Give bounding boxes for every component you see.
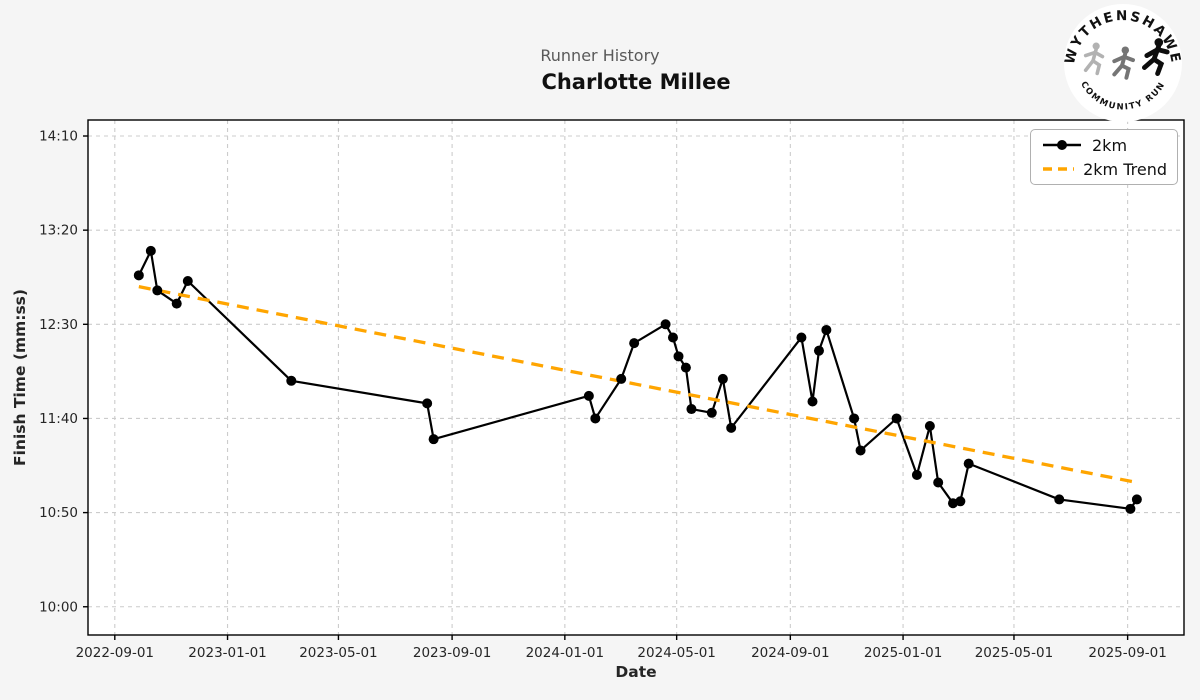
data-point bbox=[796, 332, 807, 343]
runner-icon bbox=[1112, 46, 1135, 80]
data-point bbox=[590, 413, 601, 424]
legend-label-2km-trend: 2km Trend bbox=[1083, 159, 1167, 179]
data-point bbox=[616, 373, 627, 384]
chart-legend: 2km 2km Trend bbox=[1030, 129, 1178, 185]
tick-marks bbox=[83, 135, 1129, 640]
dashed-line-icon bbox=[1043, 167, 1075, 171]
legend-label-2km: 2km bbox=[1092, 135, 1128, 155]
solid-line-marker-icon bbox=[1043, 140, 1081, 150]
data-point bbox=[667, 332, 678, 343]
y-tick-label: 10:00 bbox=[39, 599, 78, 615]
data-point bbox=[1131, 494, 1142, 505]
x-tick-label: 2024-05-01 bbox=[637, 645, 715, 661]
data-point bbox=[422, 398, 433, 409]
data-point bbox=[182, 275, 193, 286]
x-tick-label: 2023-09-01 bbox=[413, 645, 491, 661]
y-tick-label: 14:10 bbox=[39, 129, 78, 145]
y-axis-label: Finish Time (mm:ss) bbox=[11, 289, 29, 466]
wythenshawe-community-run-logo: WYTHENSHAWE COMMUNITY RUN bbox=[1062, 4, 1182, 122]
data-point bbox=[686, 404, 697, 415]
data-point bbox=[680, 362, 691, 373]
data-point bbox=[706, 407, 717, 418]
data-point bbox=[717, 373, 728, 384]
data-point bbox=[583, 390, 594, 401]
data-point bbox=[911, 469, 922, 480]
data-point bbox=[955, 496, 966, 507]
data-point bbox=[933, 477, 944, 488]
data-point bbox=[660, 319, 671, 330]
x-tick-label: 2022-09-01 bbox=[76, 645, 154, 661]
x-tick-label: 2023-05-01 bbox=[299, 645, 377, 661]
x-tick-label: 2023-01-01 bbox=[188, 645, 266, 661]
series-2km-trend-line bbox=[138, 285, 1138, 485]
data-point bbox=[673, 351, 684, 362]
tick-labels: 2022-09-01 2023-01-01 2023-05-01 2023-09-01… bbox=[39, 129, 1167, 661]
y-tick-label: 12:30 bbox=[39, 317, 78, 333]
data-point bbox=[849, 413, 860, 424]
data-point bbox=[1125, 503, 1136, 514]
data-point bbox=[855, 445, 866, 456]
plot-area bbox=[88, 120, 1184, 635]
x-tick-label: 2025-09-01 bbox=[1088, 645, 1166, 661]
data-point bbox=[428, 434, 439, 445]
y-tick-label: 11:40 bbox=[39, 411, 78, 427]
data-point bbox=[924, 420, 935, 431]
data-point bbox=[152, 285, 163, 296]
data-point bbox=[726, 422, 737, 433]
legend-entry-2km: 2km bbox=[1041, 136, 1167, 155]
x-tick-label: 2025-05-01 bbox=[975, 645, 1053, 661]
axes-box bbox=[87, 119, 1185, 636]
data-point bbox=[1054, 494, 1065, 505]
x-tick-label: 2024-09-01 bbox=[751, 645, 829, 661]
y-tick-label: 10:50 bbox=[39, 505, 78, 521]
data-point bbox=[963, 458, 974, 469]
data-point bbox=[286, 375, 297, 386]
data-point bbox=[133, 270, 144, 281]
legend-entry-2km-trend: 2km Trend bbox=[1041, 160, 1167, 179]
x-tick-label: 2025-01-01 bbox=[864, 645, 942, 661]
data-point bbox=[145, 245, 156, 256]
y-tick-label: 13:20 bbox=[39, 223, 78, 239]
data-point bbox=[821, 324, 832, 335]
gridlines bbox=[88, 120, 1184, 635]
data-point bbox=[891, 413, 902, 424]
x-tick-label: 2024-01-01 bbox=[526, 645, 604, 661]
data-point bbox=[171, 298, 182, 309]
runner-icon bbox=[1141, 38, 1170, 77]
data-point bbox=[629, 338, 640, 349]
x-axis-label: Date bbox=[615, 663, 656, 681]
series-2km-markers bbox=[133, 245, 1142, 514]
data-point bbox=[807, 396, 818, 407]
runner-icon bbox=[1083, 42, 1105, 76]
data-point bbox=[813, 345, 824, 356]
